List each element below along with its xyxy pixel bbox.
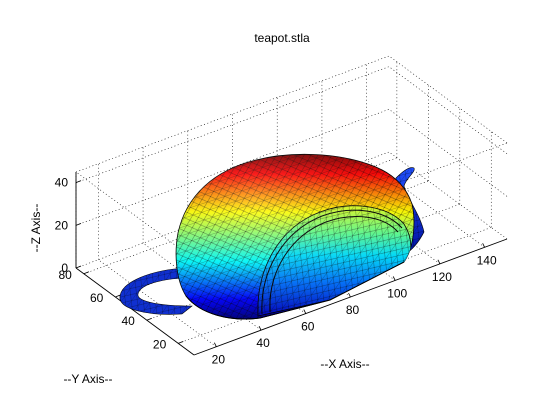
- x-tick: [348, 292, 351, 298]
- y-tick: [146, 317, 152, 321]
- y-axis-line: [75, 267, 195, 356]
- chart-title: teapot.stla: [254, 31, 310, 45]
- x-tick-label: 100: [387, 286, 407, 300]
- x-tick-label: 60: [301, 320, 315, 334]
- x-axis-label: --X Axis--: [320, 357, 369, 371]
- teapot-surface: [119, 153, 425, 320]
- z-tick-label: 0: [61, 261, 68, 275]
- x-tick-label: 140: [477, 253, 497, 267]
- z-tick: [75, 265, 82, 269]
- z-tick: [75, 222, 82, 226]
- x-tick-label: 20: [212, 353, 226, 367]
- y-tick: [115, 294, 121, 298]
- axes-box: [75, 55, 508, 356]
- z-tick: [75, 180, 82, 184]
- x-tick: [482, 243, 486, 248]
- y-tick-label: 60: [90, 291, 104, 305]
- grid-line: [388, 109, 508, 197]
- x-tick-label: 40: [256, 336, 270, 350]
- grid-line: [388, 55, 508, 144]
- y-tick: [178, 341, 184, 344]
- y-tick-label: 80: [59, 268, 73, 282]
- y-tick: [83, 271, 90, 275]
- x-tick: [213, 342, 217, 347]
- y-axis-label: --Y Axis--: [63, 372, 112, 386]
- x-tick: [392, 276, 396, 281]
- y-tick-label: 20: [153, 337, 167, 351]
- grid-line: [388, 66, 508, 154]
- z-tick-label: 20: [55, 218, 69, 232]
- x-tick: [303, 309, 307, 314]
- z-tick-label: 40: [55, 176, 69, 190]
- y-tick-label: 40: [121, 314, 135, 328]
- x-tick: [437, 259, 441, 265]
- z-axis-label: --Z Axis--: [29, 204, 43, 253]
- x-tick: [258, 325, 262, 331]
- x-tick-label: 80: [346, 303, 360, 317]
- x-tick-label: 120: [432, 270, 452, 284]
